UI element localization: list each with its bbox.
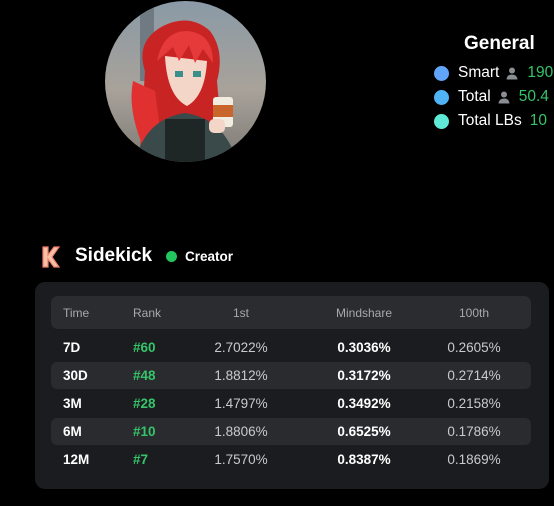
cell-1st: 1.8812% xyxy=(214,368,268,383)
cell-1st: 2.7022% xyxy=(214,340,268,355)
cell-mindshare: 0.6525% xyxy=(337,424,391,439)
cell-mindshare: 0.3036% xyxy=(337,340,391,355)
stat-value: 50.4 xyxy=(518,88,549,105)
table-row: 3M #28 1.4797% 0.3492% 0.2158% xyxy=(51,390,531,417)
stat-value: 190 xyxy=(527,64,554,81)
cell-time: 3M xyxy=(63,396,82,411)
header-rank: Rank xyxy=(133,305,162,320)
stat-label: Total LBs xyxy=(458,112,522,129)
cell-100th: 0.1869% xyxy=(447,452,501,467)
mindshare-table: Time Rank 1st Mindshare 100th 7D #60 2.7… xyxy=(35,282,549,489)
cell-100th: 0.2714% xyxy=(447,368,501,383)
cell-1st: 1.4797% xyxy=(214,396,268,411)
cell-100th: 0.1786% xyxy=(447,424,501,439)
cell-mindshare: 0.8387% xyxy=(337,452,391,467)
general-title: General xyxy=(464,33,535,54)
cell-rank: #7 xyxy=(133,452,149,467)
cell-rank: #28 xyxy=(133,396,156,411)
status-dot xyxy=(434,65,449,81)
cell-time: 7D xyxy=(63,340,81,355)
cell-mindshare: 0.3492% xyxy=(337,396,391,411)
cell-time: 6M xyxy=(63,424,82,439)
table-row: 7D #60 2.7022% 0.3036% 0.2605% xyxy=(51,334,531,361)
cell-100th: 0.2605% xyxy=(447,340,501,355)
stat-label: Smart xyxy=(458,64,500,81)
status-dot xyxy=(434,89,449,105)
sidekick-logo-icon xyxy=(42,246,60,268)
cell-rank: #60 xyxy=(133,340,156,355)
header-mindshare: Mindshare xyxy=(335,305,393,320)
cell-time: 12M xyxy=(63,452,90,467)
header-time: Time xyxy=(63,305,90,320)
table-header: Time Rank 1st Mindshare 100th xyxy=(51,296,531,329)
header-100th: 100th xyxy=(458,305,490,320)
avatar-illustration xyxy=(105,1,266,162)
general-stat-total-lbs: Total LBs 10 xyxy=(434,111,547,131)
table-row: 6M #10 1.8806% 0.6525% 0.1786% xyxy=(51,418,531,445)
cell-1st: 1.7570% xyxy=(214,452,268,467)
cell-1st: 1.8806% xyxy=(214,424,268,439)
cell-mindshare: 0.3172% xyxy=(337,368,391,383)
profile-avatar[interactable] xyxy=(105,1,266,162)
cell-100th: 0.2158% xyxy=(447,396,501,411)
general-stat-total: Total 50.4 xyxy=(434,87,549,107)
status-dot xyxy=(434,113,449,129)
status-badge xyxy=(166,251,177,262)
cell-time: 30D xyxy=(63,368,88,383)
stat-label: Total xyxy=(458,88,491,105)
cell-rank: #48 xyxy=(133,368,156,383)
table-row: 30D #48 1.8812% 0.3172% 0.2714% xyxy=(51,362,531,389)
user-icon xyxy=(498,91,510,104)
sidekick-name[interactable]: Sidekick xyxy=(75,245,153,266)
creator-label: Creator xyxy=(185,249,234,264)
stat-value: 10 xyxy=(529,112,548,129)
table-row: 12M #7 1.7570% 0.8387% 0.1869% xyxy=(51,446,531,473)
cell-rank: #10 xyxy=(133,424,156,439)
header-1st: 1st xyxy=(232,305,249,320)
general-stat-smart: Smart 190 xyxy=(434,63,553,83)
user-icon xyxy=(506,67,518,80)
